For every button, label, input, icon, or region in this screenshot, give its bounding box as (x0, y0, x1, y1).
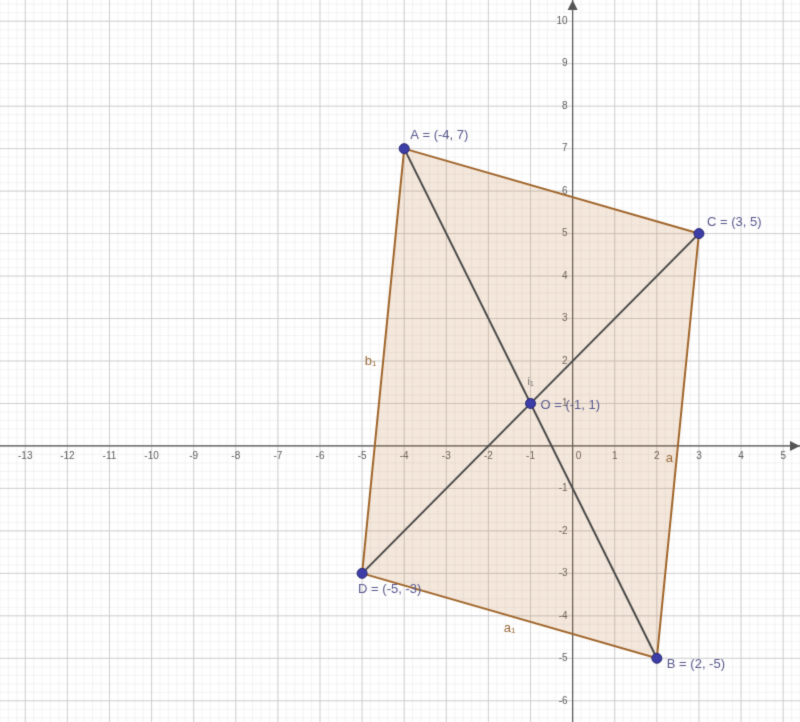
geometry-plot (0, 0, 800, 722)
